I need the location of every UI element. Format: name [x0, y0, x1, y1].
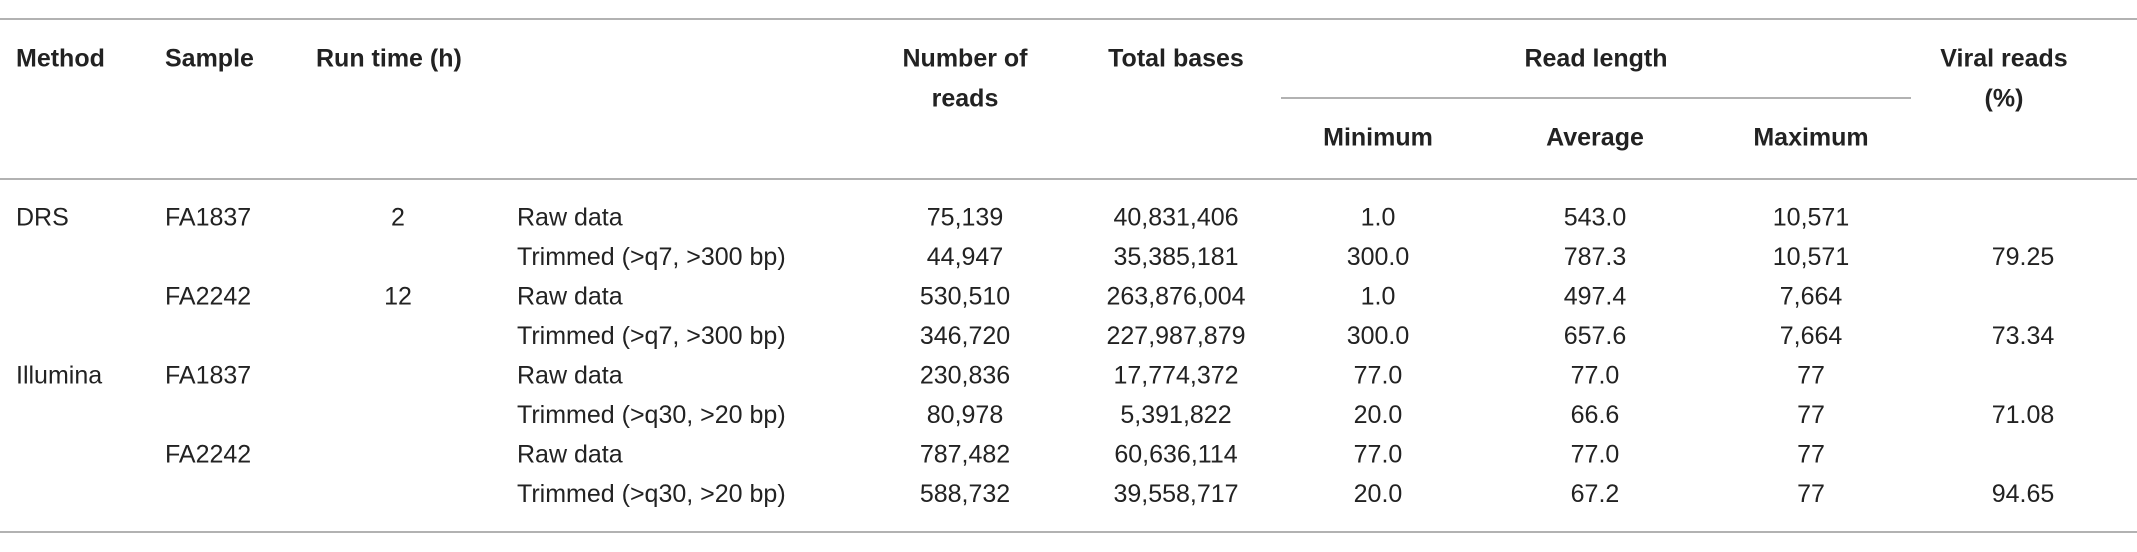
header-cell: Viral reads: [1940, 45, 2067, 73]
table-cell: 73.34: [1992, 322, 2055, 350]
table-cell: 77: [1797, 480, 1825, 508]
table-cell: 66.6: [1571, 401, 1620, 429]
table-cell: 543.0: [1564, 204, 1627, 232]
table-cell: 300.0: [1347, 243, 1410, 271]
table-cell: FA1837: [165, 204, 251, 232]
table-cell: 227,987,879: [1106, 322, 1245, 350]
table-cell: 44,947: [927, 243, 1003, 271]
table-cell: 530,510: [920, 283, 1010, 311]
table-cell: Raw data: [517, 204, 623, 232]
table-cell: 657.6: [1564, 322, 1627, 350]
table-cell: 263,876,004: [1106, 283, 1245, 311]
header-cell: Average: [1546, 124, 1644, 152]
header-cell: Run time (h): [316, 45, 462, 73]
table-cell: Trimmed (>q30, >20 bp): [517, 480, 786, 508]
table-cell: FA2242: [165, 441, 251, 469]
table-cell: Illumina: [16, 362, 102, 390]
table-cell: 5,391,822: [1120, 401, 1231, 429]
table-cell: 77: [1797, 441, 1825, 469]
table-cell: Raw data: [517, 362, 623, 390]
table-cell: 77.0: [1571, 362, 1620, 390]
table-cell: 77: [1797, 401, 1825, 429]
table-cell: 77: [1797, 362, 1825, 390]
table-cell: 10,571: [1773, 243, 1849, 271]
table-cell: Raw data: [517, 283, 623, 311]
table-cell: 497.4: [1564, 283, 1627, 311]
table-cell: 79.25: [1992, 243, 2055, 271]
table-cell: Trimmed (>q7, >300 bp): [517, 243, 786, 271]
table-cell: 588,732: [920, 480, 1010, 508]
table-cell: 77.0: [1354, 441, 1403, 469]
header-cell: Number of: [903, 45, 1029, 73]
table-cell: 77.0: [1354, 362, 1403, 390]
table-cell: 1.0: [1361, 283, 1396, 311]
table-cell: 12: [384, 283, 412, 311]
table-cell: 7,664: [1780, 283, 1843, 311]
header-cell: Method: [16, 45, 105, 73]
table-cell: 7,664: [1780, 322, 1843, 350]
table-cell: 1.0: [1361, 204, 1396, 232]
header-cell: Maximum: [1753, 124, 1868, 152]
table-cell: 94.65: [1992, 480, 2055, 508]
table-cell: 230,836: [920, 362, 1010, 390]
table-cell: FA2242: [165, 283, 251, 311]
table-cell: 39,558,717: [1113, 480, 1238, 508]
table-cell: 17,774,372: [1113, 362, 1238, 390]
table-cell: 77.0: [1571, 441, 1620, 469]
header-cell: Sample: [165, 45, 254, 73]
header-cell: Read length: [1524, 45, 1667, 73]
table-cell: 75,139: [927, 204, 1003, 232]
table-cell: 60,636,114: [1114, 441, 1237, 469]
header-cell: Minimum: [1323, 124, 1433, 152]
table-cell: 80,978: [927, 401, 1003, 429]
table-cell: 20.0: [1354, 480, 1403, 508]
table-cell: Raw data: [517, 441, 623, 469]
header-cell: reads: [932, 85, 999, 113]
table-cell: 71.08: [1992, 401, 2055, 429]
table-cell: 346,720: [920, 322, 1010, 350]
table-cell: 787.3: [1564, 243, 1627, 271]
table-cell: 20.0: [1354, 401, 1403, 429]
table-cell: 67.2: [1571, 480, 1620, 508]
table-cell: FA1837: [165, 362, 251, 390]
table-cell: 300.0: [1347, 322, 1410, 350]
table-cell: Trimmed (>q30, >20 bp): [517, 401, 786, 429]
header-cell: (%): [1985, 85, 2024, 113]
table-cell: 35,385,181: [1113, 243, 1238, 271]
header-cell: Total bases: [1108, 45, 1244, 73]
table-cell: 2: [391, 204, 405, 232]
table-cell: 40,831,406: [1113, 204, 1238, 232]
table-cell: DRS: [16, 204, 69, 232]
table-cell: 787,482: [920, 441, 1010, 469]
table-cell: Trimmed (>q7, >300 bp): [517, 322, 786, 350]
table-cell: 10,571: [1773, 204, 1849, 232]
